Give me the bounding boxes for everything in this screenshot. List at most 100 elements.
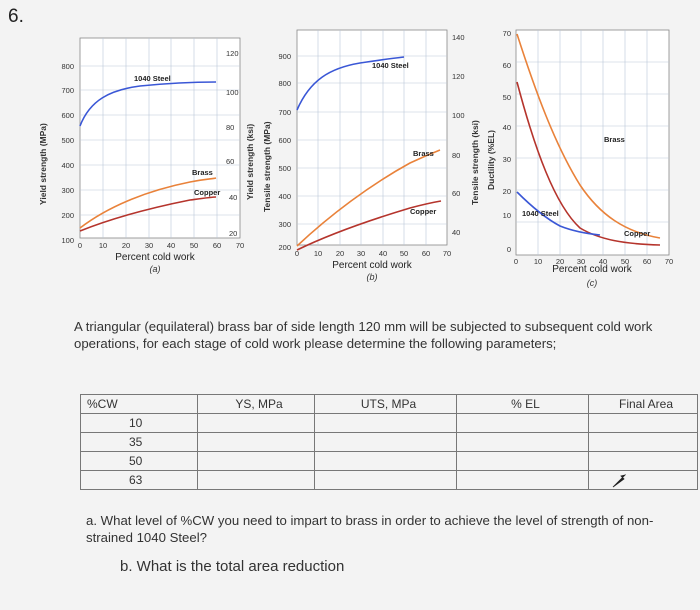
chart-b-ytick: 500: [278, 164, 291, 173]
chart-b-steel-curve: [296, 56, 405, 111]
ys-cell[interactable]: [197, 432, 315, 452]
chart-b-mid-ylabel: Yield strength (ksi): [245, 124, 255, 200]
chart-a-label-brass: Brass: [192, 168, 213, 177]
table-row: 50: [80, 451, 698, 471]
chart-a-brass-curve: [79, 177, 217, 229]
cold-work-table: %CW YS, MPa UTS, MPa % EL Final Area 10 …: [80, 394, 698, 490]
chart-a-ytick: 200: [61, 211, 74, 220]
chart-a-ytick: 600: [61, 111, 74, 120]
chart-b-label-copper: Copper: [410, 207, 436, 216]
cw-value: 35: [80, 432, 198, 452]
chart-b-ytick-right: 100: [452, 111, 465, 120]
problem-statement: A triangular (equilateral) brass bar of …: [74, 319, 653, 351]
chart-a-ytick: 800: [61, 62, 74, 71]
svg-text:30: 30: [577, 257, 585, 266]
chart-b-ytick: 600: [278, 136, 291, 145]
el-cell[interactable]: [456, 470, 589, 490]
svg-text:0: 0: [295, 249, 299, 258]
chart-b-ytick: 200: [278, 243, 291, 252]
svg-text:50: 50: [621, 257, 629, 266]
chart-c-label-brass: Brass: [604, 135, 625, 144]
svg-text:50: 50: [400, 249, 408, 258]
chart-b-ytick: 900: [278, 52, 291, 61]
table-row: 63: [80, 470, 698, 490]
chart-c-copper-curve: [516, 81, 661, 246]
chart-b-label-steel: 1040 Steel: [372, 61, 409, 70]
svg-text:70: 70: [665, 257, 673, 266]
question-a: a. What level of %CW you need to impart …: [86, 513, 654, 545]
chart-a-ytick-right: 120: [226, 49, 239, 58]
chart-a-ytick: 100: [61, 236, 74, 245]
svg-text:40: 40: [167, 241, 175, 250]
chart-a-ytick: 400: [61, 161, 74, 170]
svg-text:0: 0: [78, 241, 82, 250]
col-header-final-area: Final Area: [588, 394, 698, 414]
chart-c-sublabel: (c): [587, 278, 598, 288]
chart-a-ylabel: Yield strength (MPa): [38, 123, 48, 205]
final-area-cell[interactable]: [588, 413, 698, 433]
uts-cell[interactable]: [314, 413, 457, 433]
cw-value: 63: [80, 470, 198, 490]
chart-c-xticks: 0 10 20 30 40 50 60 70: [514, 257, 673, 266]
chart-a-copper-curve: [79, 196, 217, 232]
svg-text:60: 60: [213, 241, 221, 250]
chart-b-ytick-right: 80: [452, 151, 460, 160]
chart-b-ytick-right: 140: [452, 33, 465, 42]
chart-b-right-ylabel: Tensile strength (ksi): [470, 120, 480, 205]
svg-text:20: 20: [336, 249, 344, 258]
chart-a-ytick-right: 40: [229, 193, 237, 202]
svg-text:60: 60: [422, 249, 430, 258]
final-area-cell[interactable]: [588, 451, 698, 471]
svg-text:50: 50: [190, 241, 198, 250]
question-b: b. What is the total area reduction: [120, 558, 345, 575]
chart-c-ytick: 30: [503, 155, 511, 164]
svg-text:10: 10: [99, 241, 107, 250]
chart-b-tensile-strength: Yield strength (ksi) 900 800 700 600 500…: [245, 29, 480, 282]
el-cell[interactable]: [456, 413, 589, 433]
chart-b-ytick: 800: [278, 79, 291, 88]
chart-a-ytick-right: 100: [226, 88, 239, 97]
table-header-row: %CW YS, MPa UTS, MPa % EL Final Area: [80, 394, 698, 414]
chart-b-ytick-right: 120: [452, 72, 465, 81]
table-row: 35: [80, 432, 698, 452]
col-header-cw: %CW: [80, 394, 198, 414]
figure-strength-ductility: 800 700 600 500 400 300 200 100 120 100 …: [38, 29, 673, 288]
col-header-ys: YS, MPa: [197, 394, 315, 414]
uts-cell[interactable]: [314, 432, 457, 452]
svg-text:30: 30: [357, 249, 365, 258]
chart-c-label-copper: Copper: [624, 229, 650, 238]
svg-text:20: 20: [122, 241, 130, 250]
chart-b-copper-curve: [296, 200, 442, 251]
final-area-cell[interactable]: [588, 432, 698, 452]
svg-text:70: 70: [443, 249, 451, 258]
chart-b-ytick: 300: [278, 220, 291, 229]
cw-value: 50: [80, 451, 198, 471]
chart-b-ytick: 700: [278, 108, 291, 117]
chart-a-steel-curve: [79, 81, 217, 127]
chart-c-brass-curve: [516, 33, 661, 239]
final-area-cell[interactable]: [588, 470, 698, 490]
col-header-uts: UTS, MPa: [314, 394, 457, 414]
chart-c-steel-curve: [516, 191, 601, 236]
svg-text:10: 10: [314, 249, 322, 258]
question-number: 6.: [8, 6, 24, 27]
chart-b-ytick-right: 60: [452, 189, 460, 198]
chart-c-xlabel: Percent cold work: [552, 264, 632, 275]
ys-cell[interactable]: [197, 413, 315, 433]
uts-cell[interactable]: [314, 451, 457, 471]
uts-cell[interactable]: [314, 470, 457, 490]
chart-c-ductility: 70 60 50 40 30 20 10 0 Ductility (%EL) 0…: [486, 29, 673, 288]
chart-c-ytick: 20: [503, 187, 511, 196]
chart-b-ytick-right: 40: [452, 228, 460, 237]
chart-c-ylabel: Ductility (%EL): [486, 130, 496, 190]
ys-cell[interactable]: [197, 451, 315, 471]
el-cell[interactable]: [456, 432, 589, 452]
chart-a-ytick-right: 60: [226, 157, 234, 166]
chart-a-ytick: 700: [61, 86, 74, 95]
chart-b-xlabel: Percent cold work: [332, 260, 412, 271]
chart-a-yield-strength: 800 700 600 500 400 300 200 100 120 100 …: [38, 37, 244, 274]
chart-b-label-brass: Brass: [413, 149, 434, 158]
el-cell[interactable]: [456, 451, 589, 471]
svg-text:20: 20: [556, 257, 564, 266]
ys-cell[interactable]: [197, 470, 315, 490]
